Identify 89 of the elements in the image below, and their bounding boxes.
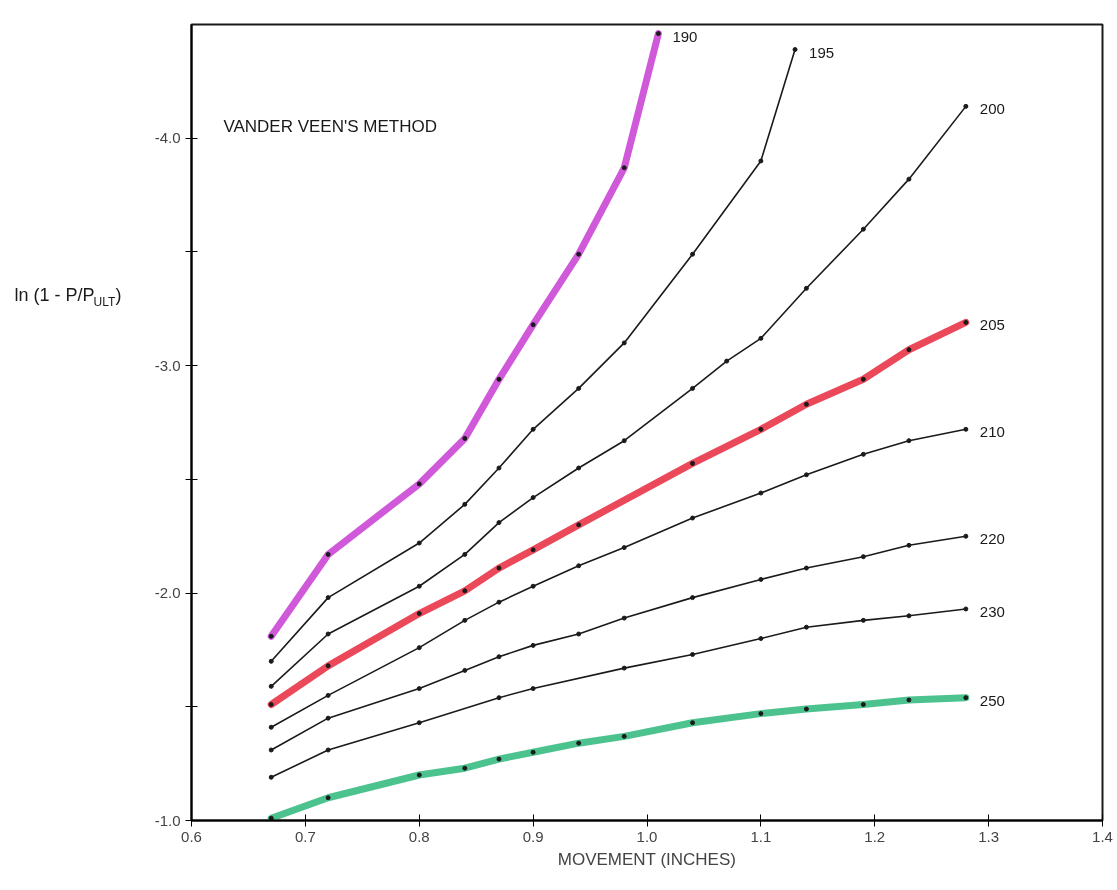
point xyxy=(963,606,969,612)
point xyxy=(496,654,502,660)
point xyxy=(325,595,331,601)
point xyxy=(268,683,274,689)
x-tick-label: 0.7 xyxy=(294,827,316,845)
point xyxy=(803,472,809,478)
point xyxy=(325,692,331,698)
point xyxy=(803,624,809,630)
x-tick-label: 0.8 xyxy=(408,827,430,845)
point xyxy=(462,617,468,623)
point xyxy=(530,495,536,501)
point xyxy=(576,385,582,391)
point xyxy=(758,335,764,341)
point xyxy=(690,651,696,657)
x-tick-label: 1.4 xyxy=(1092,827,1113,845)
point xyxy=(758,636,764,642)
point xyxy=(462,667,468,673)
point xyxy=(963,533,969,539)
point xyxy=(724,358,730,364)
y-tick-label: -1.0 xyxy=(154,811,181,829)
point xyxy=(690,515,696,521)
point xyxy=(906,438,912,444)
point xyxy=(496,695,502,701)
point xyxy=(416,645,422,651)
point xyxy=(758,576,764,582)
point xyxy=(416,720,422,726)
point xyxy=(268,774,274,780)
point xyxy=(758,158,764,164)
series-label: 230 xyxy=(979,602,1005,620)
point xyxy=(325,747,331,753)
point xyxy=(621,438,627,444)
point xyxy=(621,545,627,551)
y-tick-label: -2.0 xyxy=(154,584,181,602)
point xyxy=(496,465,502,471)
series-label: 220 xyxy=(979,530,1005,548)
point xyxy=(530,583,536,589)
x-tick-label: 1.1 xyxy=(750,827,772,845)
point xyxy=(963,426,969,432)
point xyxy=(416,686,422,692)
x-axis-title: MOVEMENT (INCHES) xyxy=(557,849,736,869)
point xyxy=(268,658,274,664)
point xyxy=(906,176,912,182)
point xyxy=(906,613,912,619)
y-tick-label: -4.0 xyxy=(154,129,181,147)
point xyxy=(860,554,866,560)
point xyxy=(496,599,502,605)
point xyxy=(803,285,809,291)
series-label: 200 xyxy=(979,100,1005,118)
series-label: 205 xyxy=(979,316,1005,334)
point xyxy=(268,747,274,753)
point xyxy=(860,451,866,457)
x-tick-label: 1.0 xyxy=(636,827,658,845)
point xyxy=(462,501,468,507)
text: VANDER VEEN'S METHOD xyxy=(223,116,437,136)
point xyxy=(416,540,422,546)
x-tick-label: 0.9 xyxy=(522,827,544,845)
point xyxy=(416,583,422,589)
x-tick-label: 0.6 xyxy=(181,827,202,845)
x-tick-label: 1.2 xyxy=(864,827,886,845)
point xyxy=(792,47,798,53)
point xyxy=(576,465,582,471)
point xyxy=(860,226,866,232)
point xyxy=(860,617,866,623)
point xyxy=(690,595,696,601)
x-tick-label: 1.3 xyxy=(978,827,1000,845)
point xyxy=(462,551,468,557)
series-label: 195 xyxy=(809,43,835,61)
point xyxy=(530,686,536,692)
series-label: 250 xyxy=(979,691,1005,709)
point xyxy=(496,520,502,526)
point xyxy=(690,251,696,257)
point xyxy=(268,724,274,730)
point xyxy=(576,631,582,637)
point xyxy=(325,631,331,637)
series-label: 210 xyxy=(979,423,1005,441)
point xyxy=(621,340,627,346)
point xyxy=(325,715,331,721)
point xyxy=(690,385,696,391)
point xyxy=(803,565,809,571)
point xyxy=(621,665,627,671)
point xyxy=(963,103,969,109)
point xyxy=(530,642,536,648)
series-label: 190 xyxy=(672,27,698,45)
point xyxy=(621,615,627,621)
point xyxy=(576,563,582,569)
point xyxy=(530,426,536,432)
point xyxy=(758,490,764,496)
y-tick-label: -3.0 xyxy=(154,356,181,374)
point xyxy=(906,542,912,548)
